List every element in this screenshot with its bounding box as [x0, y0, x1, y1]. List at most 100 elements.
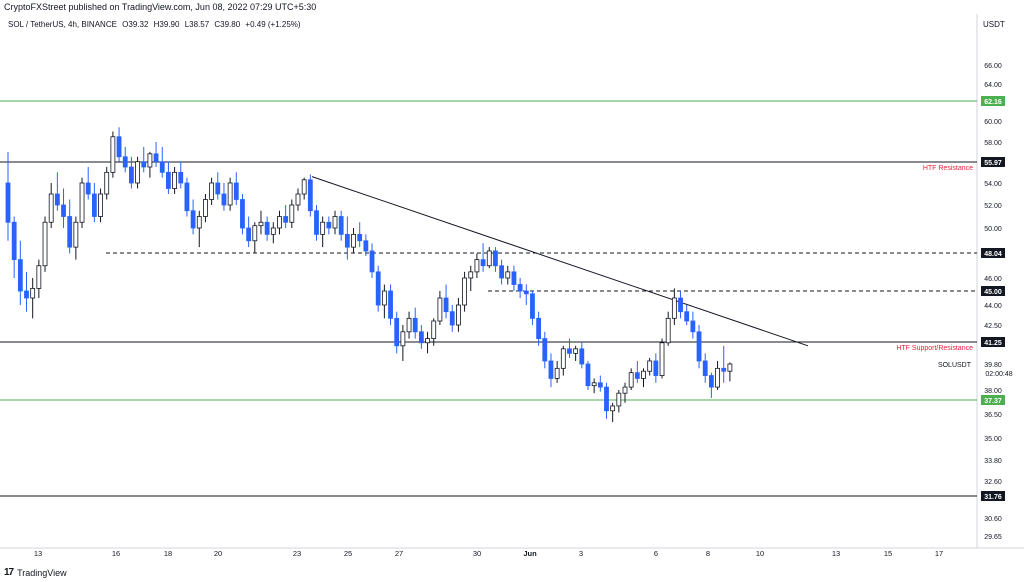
candle-body	[536, 317, 542, 340]
close-value: C39.80	[214, 20, 241, 29]
candle-body	[172, 171, 177, 189]
candle-body	[418, 331, 424, 344]
candle-body	[597, 382, 603, 388]
high-value: H39.90	[153, 20, 180, 29]
candle-body	[431, 320, 437, 340]
time-tick-label: 27	[395, 549, 403, 558]
candle-body	[79, 182, 85, 223]
candle-body	[462, 277, 467, 306]
candle-body	[36, 265, 42, 289]
price-tick-label: 64.00	[984, 82, 1002, 89]
price-tick-label: 44.00	[984, 303, 1002, 310]
time-tick-label: 6	[654, 549, 658, 558]
candle-body	[166, 171, 171, 189]
price-label-bg	[981, 96, 1005, 106]
candle-body	[122, 156, 128, 168]
candle-body	[141, 161, 147, 168]
time-tick-label: 17	[935, 549, 943, 558]
tradingview-footer[interactable]: 17 TradingView	[4, 567, 67, 578]
candle-body	[542, 338, 548, 362]
candle-body	[196, 216, 202, 229]
candle-body	[351, 233, 356, 248]
price-tick-label: 35.00	[984, 436, 1002, 443]
candle-body	[301, 179, 307, 195]
candle-body	[48, 193, 54, 223]
candle-body	[622, 386, 628, 394]
candle-body	[91, 193, 97, 217]
candle-body	[357, 233, 363, 242]
candle-body	[178, 171, 184, 184]
price-tick-label: 30.60	[984, 516, 1002, 523]
candle-body	[400, 331, 406, 347]
candle-body	[493, 250, 498, 267]
brand-name: TradingView	[17, 567, 67, 578]
candle-body	[610, 405, 616, 412]
candle-body	[246, 227, 252, 242]
candle-body	[73, 221, 79, 248]
candle-body	[406, 317, 412, 333]
candle-body	[708, 375, 714, 388]
price-level-label: 41.25	[984, 340, 1002, 347]
candle-body	[258, 221, 264, 227]
candle-body	[252, 225, 258, 242]
trendline	[311, 176, 809, 347]
level-annotation: HTF Support/Resistance	[896, 345, 973, 352]
candle-body	[634, 372, 640, 379]
candle-body	[548, 360, 554, 379]
candle-body	[573, 348, 579, 354]
time-tick-label: 13	[34, 549, 42, 558]
candle-body	[184, 182, 190, 212]
price-tick-label: 60.00	[984, 119, 1002, 126]
candle-body	[85, 182, 91, 195]
candle-body	[209, 182, 215, 200]
symbol-name[interactable]: SOL / TetherUS, 4h, BINANCE	[8, 20, 117, 29]
candle-body	[277, 216, 282, 229]
level-annotation: HTF Resistance	[923, 165, 973, 172]
candle-body	[110, 136, 116, 173]
price-label-bg	[981, 395, 1005, 405]
candle-body	[116, 136, 122, 158]
price-label-bg	[981, 248, 1005, 258]
change-value: +0.49 (+1.25%)	[245, 20, 301, 29]
candle-body	[641, 370, 646, 379]
candle-body	[270, 227, 276, 235]
publisher-line: CryptoFXStreet published on TradingView.…	[4, 2, 317, 12]
candle-body	[517, 284, 523, 292]
candle-body	[647, 360, 653, 372]
price-axis-panel	[977, 0, 1024, 548]
candle-body	[61, 204, 66, 217]
time-tick-label: 25	[344, 549, 352, 558]
candle-body	[684, 311, 690, 322]
candle-body	[671, 297, 677, 319]
time-tick-label: Jun	[523, 549, 537, 558]
time-tick-label: 30	[473, 549, 481, 558]
price-tick-label: 66.00	[984, 63, 1002, 70]
price-tick-label: 38.00	[984, 388, 1002, 395]
candle-body	[104, 171, 110, 195]
candle-body	[338, 216, 344, 235]
candle-body	[240, 199, 245, 229]
candle-body	[147, 153, 153, 168]
candle-body	[560, 348, 566, 369]
price-label-bg	[981, 157, 1005, 167]
last-price-countdown: 02:00:48	[985, 371, 1012, 378]
candle-body	[67, 216, 73, 248]
time-tick-label: 23	[293, 549, 301, 558]
price-tick-label: 52.00	[984, 203, 1002, 210]
candle-body	[30, 287, 36, 299]
candle-body	[690, 320, 696, 333]
candle-body	[628, 372, 634, 388]
candle-body	[42, 221, 48, 267]
candle-body	[449, 311, 455, 326]
candle-body	[604, 386, 609, 412]
candle-body	[523, 290, 529, 295]
price-label-bg	[981, 337, 1005, 347]
low-value: L38.57	[184, 20, 210, 29]
price-tick-label: 33.80	[984, 458, 1002, 465]
price-level-label: 48.04	[984, 251, 1002, 258]
candle-body	[24, 290, 29, 299]
candle-body	[653, 360, 659, 376]
candle-body	[283, 216, 289, 223]
price-tick-label: 36.50	[984, 412, 1002, 419]
